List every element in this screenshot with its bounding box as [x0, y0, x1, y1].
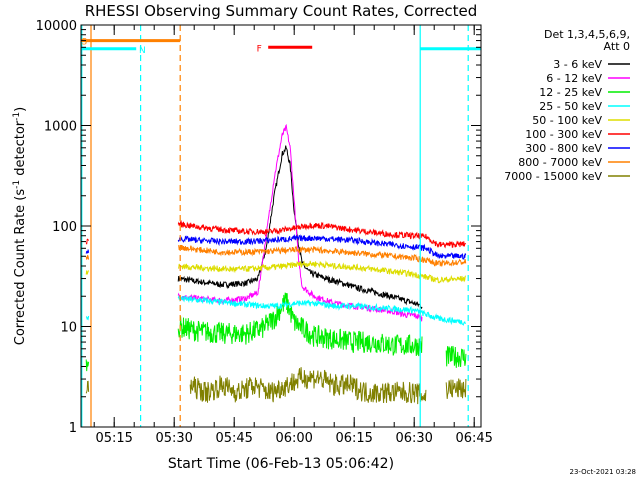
series-line [177, 234, 467, 260]
series-line [177, 145, 423, 310]
y-axis-label-sup2: -1 [12, 112, 22, 121]
series-line [445, 345, 467, 368]
series-line [177, 123, 423, 322]
y-tick-label: 10000 [36, 19, 77, 34]
series-line [177, 260, 467, 284]
footer-timestamp: 23-Oct-2021 03:28 [570, 468, 636, 476]
y-tick-label: 100 [52, 220, 77, 235]
series-line [85, 359, 90, 372]
y-axis-label-end: ) [13, 107, 28, 112]
legend-entry-label: 25 - 50 keV [539, 100, 602, 113]
y-axis-label: Corrected Count Rate (s-1 detector-1) [12, 107, 28, 345]
series-line [85, 380, 90, 394]
series-line [85, 315, 90, 321]
data-layer [85, 123, 467, 405]
series-line [85, 238, 90, 245]
series-line [178, 244, 467, 267]
legend-entry-label: 100 - 300 keV [525, 128, 602, 141]
y-tick-label: 1000 [44, 120, 77, 135]
series-line [177, 292, 423, 357]
flag-label: S [81, 38, 87, 48]
legend-entry-label: 50 - 100 keV [532, 114, 602, 127]
legend-entry-label: 7000 - 15000 keV [504, 170, 602, 183]
x-axis: 05:15 05:30 05:45 06:00 06:15 06:30 06:45 [93, 25, 493, 446]
x-tick-label: 05:30 [155, 431, 192, 446]
legend-entry-label: 3 - 6 keV [553, 58, 602, 71]
legend-entry-label: 12 - 25 keV [539, 86, 602, 99]
series-line [85, 270, 90, 275]
x-axis-label: Start Time (06-Feb-13 05:06:42) [168, 456, 394, 472]
chart-title: RHESSI Observing Summary Count Rates, Co… [85, 2, 478, 20]
x-tick-label: 05:45 [215, 431, 252, 446]
legend-entry-label: 6 - 12 keV [546, 72, 602, 85]
series-line [85, 249, 90, 254]
flag-layer: SN F [81, 25, 481, 427]
flag-label: F [257, 44, 262, 54]
legend-entry-label: 800 - 7000 keV [518, 156, 602, 169]
x-tick-label: 06:00 [275, 431, 312, 446]
x-tick-label: 06:45 [455, 431, 492, 446]
legend-header: Att 0 [604, 40, 630, 53]
y-tick-label: 1 [69, 421, 77, 436]
y-axis-label-sup1: -1 [12, 180, 22, 189]
series-line [445, 378, 467, 399]
series-line [177, 295, 466, 326]
legend-header: Det 1,3,4,5,6,9, [544, 28, 630, 41]
y-tick-label: 10 [60, 321, 77, 336]
series-line [189, 367, 427, 405]
x-tick-label: 06:15 [335, 431, 372, 446]
x-tick-label: 05:15 [95, 431, 132, 446]
y-axis: 1 10 100 1000 10000 [36, 19, 481, 436]
x-tick-label: 06:30 [395, 431, 432, 446]
flag-label: N [139, 46, 146, 56]
series-line [85, 255, 90, 261]
legend-entry-label: 300 - 800 keV [525, 142, 602, 155]
y-axis-label-part2: detector [13, 120, 28, 180]
y-axis-label-part1: Corrected Count Rate (s [13, 189, 28, 346]
series-line [177, 220, 467, 249]
